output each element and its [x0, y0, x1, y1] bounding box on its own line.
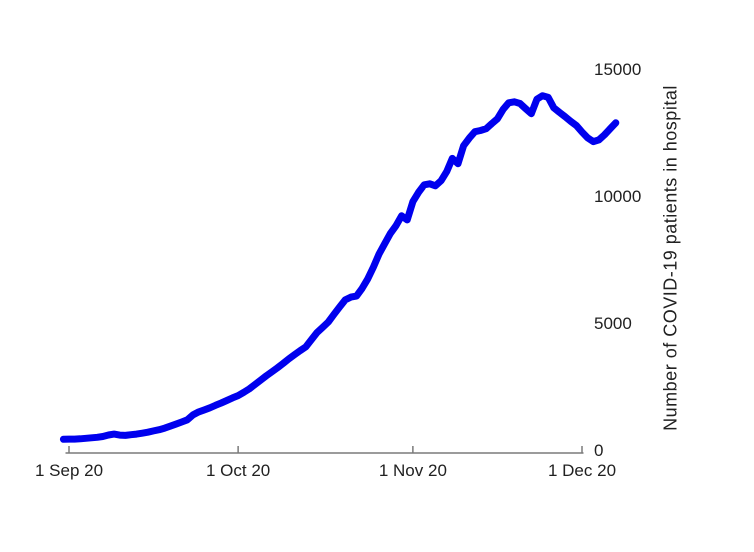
x-tick-label: 1 Oct 20: [205, 461, 271, 480]
y-tick-label: 5000: [594, 314, 632, 333]
x-tick-label: 1 Dec 20: [547, 461, 617, 480]
y-tick-label: 10000: [594, 187, 642, 206]
y-axis-title: Number of COVID-19 patients in hospital: [660, 85, 681, 431]
y-tick-label: 0: [594, 441, 604, 460]
x-tick-label: 1 Sep 20: [34, 461, 104, 480]
x-tick-label: 1 Nov 20: [378, 461, 447, 480]
patients-in-hospital-line: [59, 92, 620, 443]
y-tick-label: 15000: [594, 60, 642, 79]
